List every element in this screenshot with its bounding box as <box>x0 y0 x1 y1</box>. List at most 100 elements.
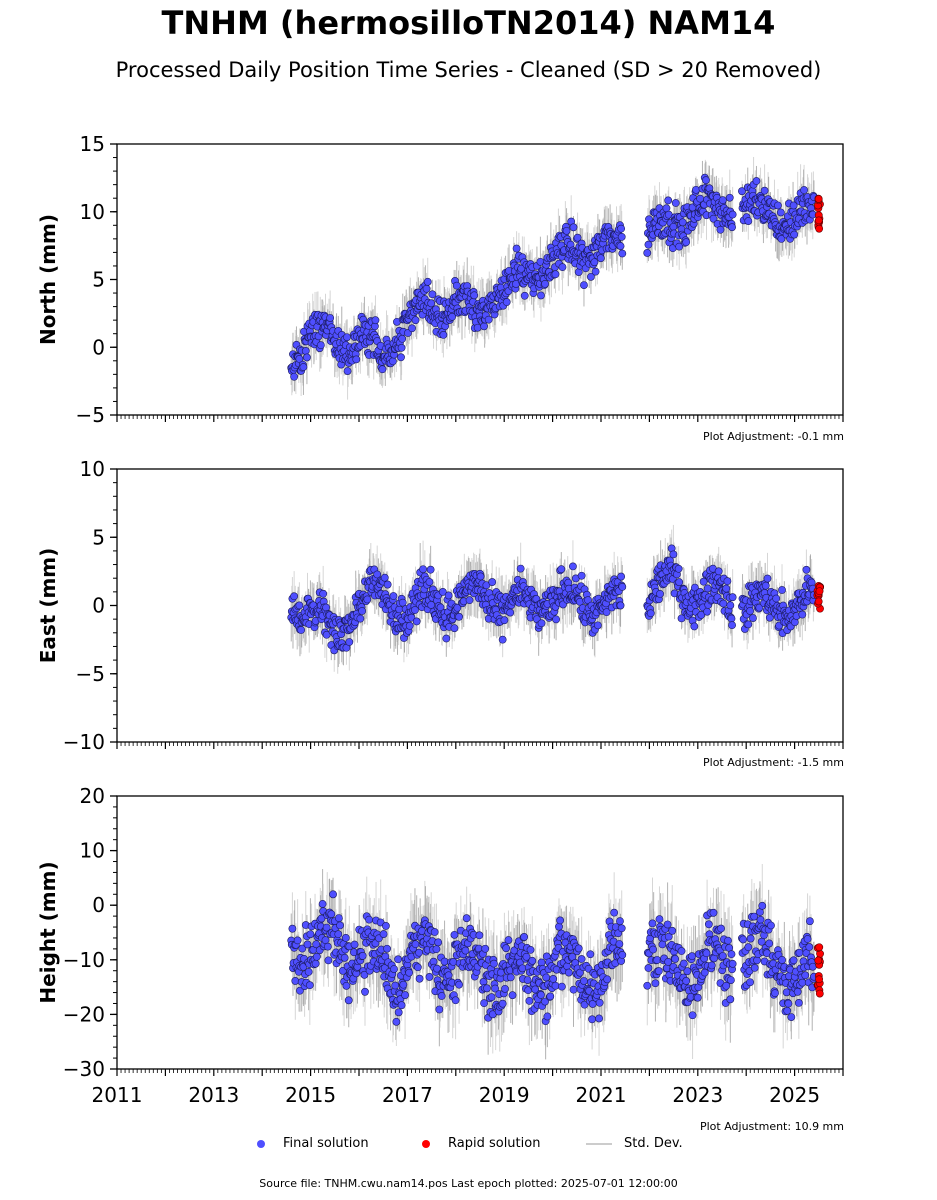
final-solution-point <box>390 965 398 973</box>
final-solution-point <box>398 598 407 607</box>
final-solution-point <box>382 922 390 930</box>
final-solution-point <box>617 572 626 581</box>
final-solution-point <box>306 930 315 939</box>
final-solution-point <box>427 299 436 308</box>
final-solution-point <box>373 570 382 579</box>
final-solution-point <box>327 910 336 919</box>
final-solution-point <box>500 616 509 625</box>
final-solution-point <box>435 1005 444 1014</box>
final-solution-point <box>425 973 434 981</box>
final-solution-point <box>360 970 369 979</box>
final-solution-point <box>746 607 754 615</box>
final-solution-point <box>452 281 461 290</box>
y-tick-label: 5 <box>92 268 105 292</box>
final-solution-point <box>551 270 560 279</box>
final-solution-point <box>590 258 599 267</box>
final-solution-point <box>394 1008 403 1017</box>
final-solution-point <box>444 971 453 980</box>
final-solution-point <box>462 914 471 923</box>
final-solution-point <box>552 615 560 624</box>
final-solution-point <box>591 267 600 276</box>
final-solution-point <box>584 596 592 605</box>
final-solution-point <box>678 218 687 227</box>
final-solution-point <box>408 324 416 333</box>
final-solution-point <box>596 254 605 263</box>
y-tick-label: 5 <box>92 525 105 549</box>
final-solution-point <box>389 592 398 600</box>
rapid-solution-point <box>814 597 823 606</box>
final-solution-point <box>692 185 700 194</box>
y-tick-label: −10 <box>63 730 105 754</box>
final-solution-point <box>776 208 785 217</box>
final-solution-point <box>303 940 312 949</box>
final-solution-point <box>728 223 736 232</box>
final-solution-point <box>363 595 372 604</box>
final-solution-point <box>383 580 392 589</box>
final-solution-point <box>778 586 786 594</box>
final-solution-point <box>682 238 691 247</box>
final-solution-point <box>800 186 808 194</box>
final-solution-point <box>392 1017 401 1026</box>
final-solution-point <box>798 610 807 619</box>
north-axes-frame <box>116 143 844 416</box>
final-solution-point <box>644 240 653 249</box>
final-solution-point <box>397 343 406 352</box>
final-solution-point <box>358 607 366 615</box>
final-solution-point <box>413 963 422 972</box>
final-solution-point <box>318 900 327 908</box>
final-solution-point <box>476 572 485 581</box>
final-solution-point <box>656 589 664 598</box>
final-solution-point <box>703 607 711 616</box>
final-solution-point <box>322 603 330 612</box>
y-tick-label: 0 <box>92 335 105 359</box>
final-solution-point <box>345 638 354 646</box>
final-solution-point <box>516 564 525 573</box>
final-solution-point <box>541 279 549 288</box>
final-solution-point <box>480 322 488 331</box>
final-solution-point <box>290 372 299 381</box>
final-solution-point <box>394 955 403 964</box>
final-solution-point <box>772 594 781 603</box>
final-solution-point <box>297 626 306 634</box>
rapid-solution-point <box>815 224 824 233</box>
final-solution-point <box>422 284 431 293</box>
final-solution-point <box>506 608 515 617</box>
final-solution-point <box>449 958 458 966</box>
y-tick-label: 10 <box>80 200 105 224</box>
final-solution-point <box>703 584 712 593</box>
final-solution-point <box>323 942 332 951</box>
final-solution-point <box>455 612 463 621</box>
final-solution-point <box>324 956 333 965</box>
rapid-solution-point <box>815 587 824 596</box>
final-solution-point <box>383 944 391 953</box>
final-solution-point <box>329 890 337 899</box>
final-solution-point <box>461 946 470 955</box>
final-solution-point <box>765 613 774 622</box>
final-solution-point <box>295 355 304 363</box>
final-solution-point <box>365 915 373 924</box>
final-solution-point <box>407 613 416 622</box>
final-solution-point <box>405 968 414 977</box>
final-solution-point <box>379 930 388 938</box>
final-solution-point <box>749 614 757 622</box>
final-solution-point <box>728 593 737 602</box>
final-solution-point <box>725 193 734 202</box>
final-solution-point <box>342 981 351 990</box>
final-solution-point <box>699 577 708 586</box>
final-solution-point <box>761 581 770 590</box>
final-solution-point <box>343 367 352 375</box>
y-tick-label: 15 <box>80 132 105 156</box>
final-solution-point <box>502 298 511 306</box>
final-solution-point <box>728 210 737 219</box>
final-solution-point <box>415 974 424 983</box>
final-solution-point <box>574 268 583 276</box>
final-solution-point <box>303 353 311 362</box>
final-solution-point <box>341 933 350 942</box>
y-tick-label: 0 <box>92 594 105 618</box>
final-solution-point <box>411 316 420 325</box>
final-solution-point <box>340 953 349 962</box>
final-solution-point <box>411 940 420 949</box>
final-solution-point <box>295 601 304 610</box>
final-solution-point <box>352 355 361 364</box>
final-solution-point <box>288 924 297 933</box>
